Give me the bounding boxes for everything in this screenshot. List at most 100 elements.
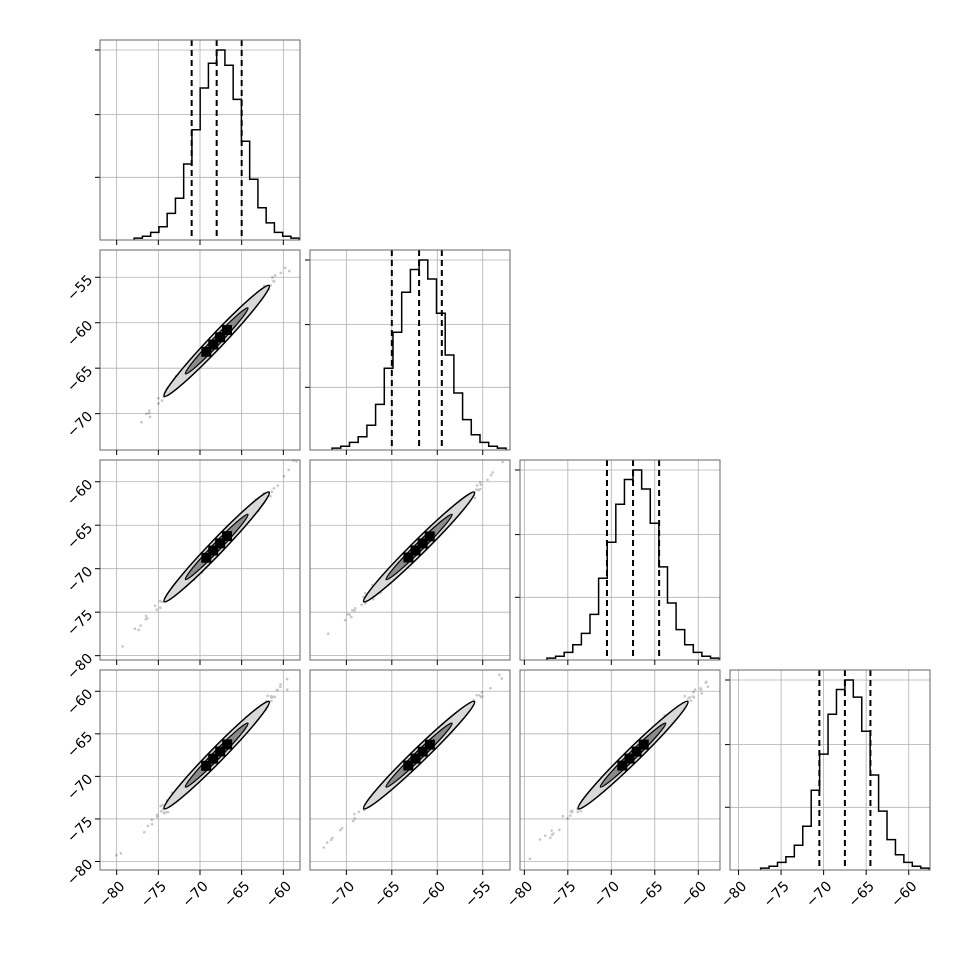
density-core [410,545,421,556]
panel-2-1 [309,459,511,665]
scatter-point [544,834,547,837]
scatter-point [150,818,154,822]
y-tick-label: −75 [64,814,96,846]
scatter-point [159,804,162,808]
scatter-point [566,817,569,820]
x-tick-label: −70 [180,878,212,910]
scatter-point [140,420,143,424]
scatter-point [473,496,477,500]
scatter-point [272,279,275,283]
panel-3-2 [519,669,721,875]
y-tick-label: −60 [64,686,96,718]
scatter-point [143,830,146,834]
y-tick-label: −70 [64,771,96,803]
scatter-point [146,824,150,828]
scatter-point [498,673,501,677]
scatter-point [119,852,123,855]
scatter-point [538,838,542,841]
x-tick-label: −60 [678,878,710,910]
scatter-point [475,693,479,697]
scatter-point [162,811,166,815]
panel-frame [519,669,721,871]
density-core [424,531,435,542]
scatter-point [689,699,693,703]
scatter-point [155,813,159,817]
density-core [410,753,421,764]
scatter-point [351,608,354,612]
panel-3-0 [95,669,301,875]
scatter-point [481,695,484,698]
scatter-point [477,488,481,492]
density-core [631,746,642,757]
x-tick-label: −70 [803,878,835,910]
scatter-point [480,691,484,694]
scatter-point [295,460,298,463]
scatter-point [272,487,276,490]
scatter-point [691,695,695,698]
scatter-point [357,810,361,814]
x-tick-label: −80 [96,878,128,910]
y-tick-label: −70 [64,564,96,596]
scatter-point [270,490,274,494]
scatter-point [270,696,273,700]
scatter-point [114,853,118,857]
y-tick-label: −65 [64,363,96,395]
scatter-point [166,810,170,814]
scatter-point [699,686,702,690]
scatter-point [705,680,708,684]
scatter-point [550,829,553,832]
scatter-point [160,399,164,402]
scatter-point [363,591,367,595]
x-tick-label: −55 [462,878,494,910]
scatter-point [528,857,532,861]
scatter-point [338,828,342,832]
scatter-point [159,809,163,813]
scatter-point [273,695,277,699]
scatter-point [549,836,552,840]
scatter-point [568,814,572,817]
density-core [417,538,428,549]
scatter-point [275,688,279,692]
x-tick-label: −75 [761,878,793,910]
scatter-point [148,409,151,412]
scatter-point [479,487,482,491]
panel-frame [309,249,511,451]
scatter-point [478,693,481,697]
y-tick-label: −75 [64,607,96,639]
panel-0-0 [95,39,301,245]
scatter-point [354,606,357,610]
scatter-point [364,602,367,605]
scatter-point [153,604,157,608]
density-core [215,538,226,549]
panel-frame [729,669,931,871]
scatter-point [372,597,375,601]
scatter-point [704,681,707,684]
scatter-point [350,615,353,619]
scatter-point [287,269,291,273]
scatter-point [476,488,480,492]
scatter-point [145,412,148,415]
panel-3-1 [309,669,511,875]
panel-frame [519,459,721,661]
scatter-point [144,614,148,618]
scatter-point [155,815,159,818]
scatter-point [353,817,357,820]
scatter-point [550,833,554,836]
scatter-point [340,826,344,830]
scatter-point [501,460,504,464]
scatter-point [561,814,565,818]
scatter-point [326,632,330,635]
panel-1-0 [95,249,301,455]
scatter-point [133,627,137,631]
scatter-point [500,677,504,680]
density-core [208,545,219,556]
scatter-point [322,846,326,849]
x-tick-label: −65 [371,878,403,910]
scatter-point [570,809,574,813]
scatter-point [276,484,280,487]
scatter-point [273,274,277,277]
scatter-point [272,280,276,283]
scatter-point [147,411,151,415]
scatter-point [155,608,159,611]
x-tick-label: −60 [417,878,449,910]
